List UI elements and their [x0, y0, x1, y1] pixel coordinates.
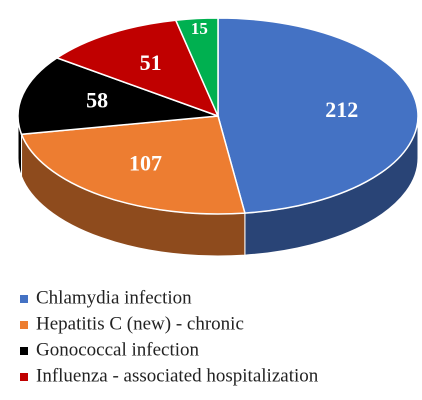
data-label: 58 [86, 88, 108, 113]
legend-swatch [20, 373, 28, 381]
slice [174, 17, 219, 117]
data-label: 107 [129, 150, 162, 175]
legend-label: Gonococcal infection [36, 339, 200, 360]
slice [17, 57, 219, 136]
legend-label: Chlamydia infection [36, 287, 192, 308]
data-label: 51 [140, 50, 162, 75]
legend-label: Hepatitis C (new) - chronic [36, 313, 244, 334]
data-label: 15 [191, 19, 208, 38]
legend-swatch [20, 347, 28, 355]
slice [55, 19, 220, 118]
slice [217, 17, 419, 214]
legend-label: Influenza - associated hospitalization [36, 365, 319, 386]
legend-swatch [20, 295, 28, 303]
data-label: 212 [325, 97, 358, 122]
legend-swatch [20, 321, 28, 329]
slice [20, 115, 246, 215]
